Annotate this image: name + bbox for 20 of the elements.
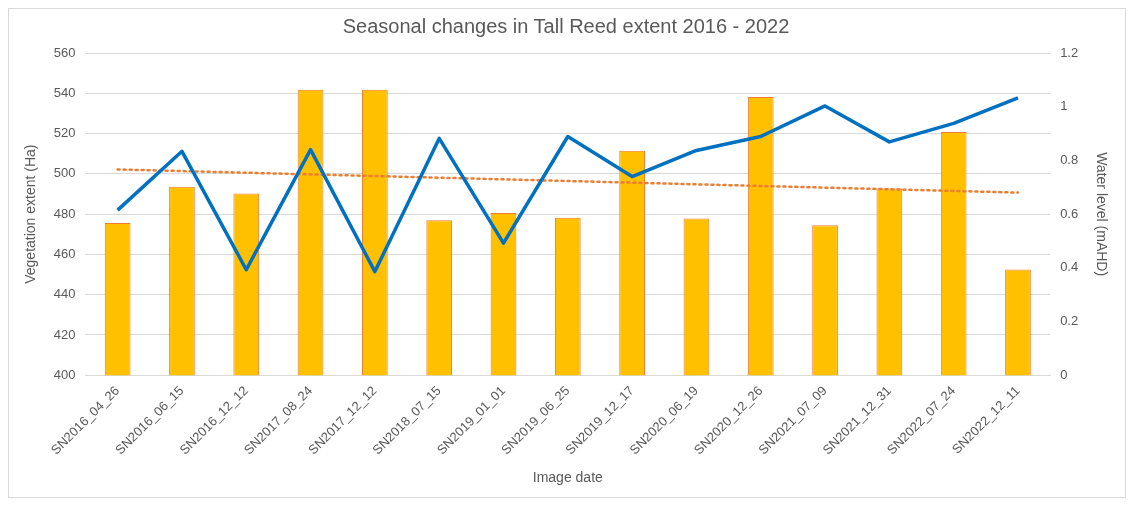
y-tick-label: 460: [53, 246, 76, 261]
y-tick-label: 560: [53, 44, 76, 60]
y-tick-label: 400: [53, 366, 76, 382]
y-tick-label: 520: [53, 125, 76, 141]
y2-tick-label: 0.4: [1060, 259, 1079, 275]
y-tick-label: 480: [53, 205, 76, 221]
y2-tick-label: 1.2: [1060, 44, 1079, 60]
y2-tick-label: 0.8: [1060, 152, 1079, 167]
chart-title: Seasonal changes in Tall Reed extent 2016 - 2022: [342, 14, 790, 37]
y-tick-label: 420: [53, 326, 76, 342]
y2-tick-label: 0.6: [1060, 205, 1079, 221]
y-tick-label: 540: [53, 84, 76, 100]
y2-axis-title: Water level (mAHD): [1093, 152, 1110, 277]
y-tick-label: 440: [53, 286, 76, 302]
y2-tick-label: 1: [1060, 98, 1068, 114]
y-tick-label: 500: [53, 165, 76, 181]
y-axis-title: Vegetation extent (Ha): [22, 144, 39, 284]
x-axis-title: Image date: [532, 469, 604, 486]
y2-tick-label: 0.2: [1060, 313, 1079, 329]
y2-tick-label: 0: [1060, 366, 1068, 382]
